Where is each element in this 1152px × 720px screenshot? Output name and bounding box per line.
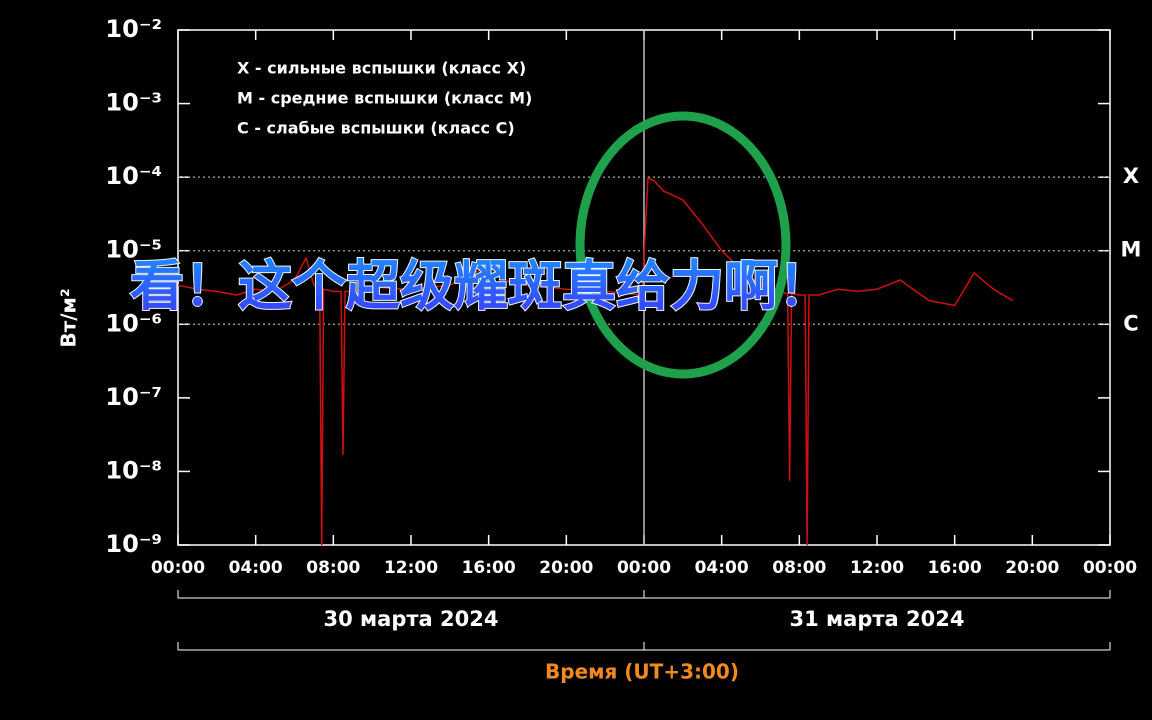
x-tick-label: 00:00 — [151, 558, 205, 578]
x-tick-label: 20:00 — [539, 558, 593, 578]
y-tick-label: 10⁻² — [105, 15, 162, 43]
class-label: C — [1123, 311, 1138, 335]
x-tick-label: 16:00 — [928, 558, 982, 578]
y-tick-label: 10⁻⁸ — [105, 456, 162, 484]
y-tick-label: 10⁻⁷ — [105, 383, 162, 411]
x-tick-label: 12:00 — [384, 558, 438, 578]
series-line — [177, 177, 1014, 546]
x-axis-label: Время (UT+3:00) — [545, 660, 739, 684]
x-tick-label: 20:00 — [1005, 558, 1059, 578]
x-tick-label: 00:00 — [617, 558, 671, 578]
legend-note: X - сильные вспышки (класс X) — [237, 59, 526, 78]
legend-note: C - слабые вспышки (класс C) — [237, 119, 515, 138]
x-tick-label: 08:00 — [772, 558, 826, 578]
y-axis-label: Вт/м² — [57, 288, 81, 347]
highlight-ellipse — [575, 111, 791, 379]
overlay-caption: 看！这个超级耀斑真给力啊！ — [130, 255, 832, 318]
day-label: 31 марта 2024 — [789, 607, 964, 631]
x-tick-label: 04:00 — [229, 558, 283, 578]
x-tick-label: 16:00 — [462, 558, 516, 578]
y-tick-label: 10⁻⁴ — [105, 162, 162, 190]
x-tick-label: 12:00 — [850, 558, 904, 578]
class-label: M — [1121, 238, 1142, 262]
y-tick-label: 10⁻⁵ — [105, 236, 162, 264]
class-label: X — [1123, 164, 1139, 188]
y-tick-label: 10⁻⁹ — [105, 530, 162, 558]
x-tick-label: 00:00 — [1083, 558, 1137, 578]
legend: X - сильные вспышки (класс X) M - средние… — [237, 59, 532, 138]
legend-note: M - средние вспышки (класс M) — [237, 89, 532, 108]
x-tick-label: 08:00 — [306, 558, 360, 578]
day-label: 30 марта 2024 — [323, 607, 498, 631]
x-tick-label: 04:00 — [695, 558, 749, 578]
y-tick-label: 10⁻⁶ — [105, 309, 162, 337]
y-tick-label: 10⁻³ — [105, 89, 162, 117]
